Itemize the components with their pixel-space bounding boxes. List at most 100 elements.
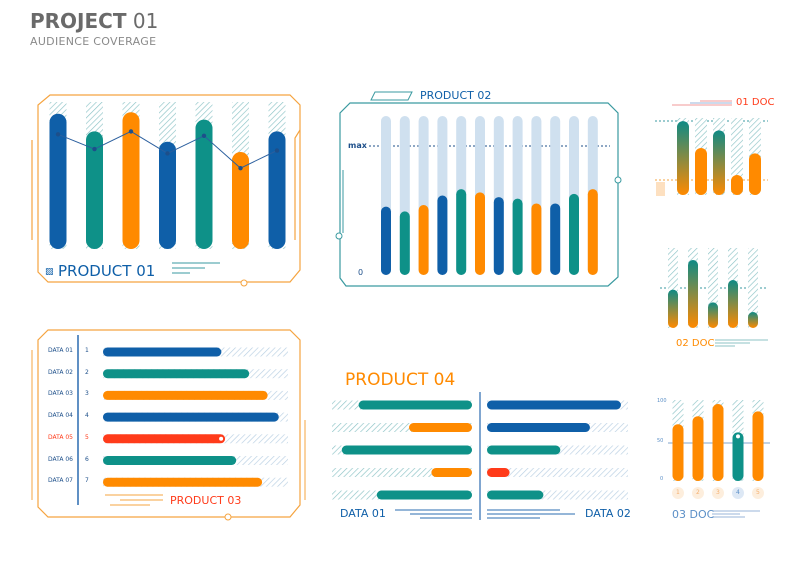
page-subtitle: AUDIENCE COVERAGE — [30, 35, 157, 48]
page-title: PROJECT 01 — [30, 9, 159, 33]
product02-bar — [437, 195, 448, 275]
row-number: 3 — [85, 390, 89, 398]
doc03-bar — [672, 424, 684, 481]
product01-trend-point — [274, 148, 280, 153]
min-marker — [656, 182, 665, 196]
product01-bar — [122, 112, 140, 249]
product01-trend-point — [55, 132, 61, 137]
index-badge — [732, 487, 744, 499]
product03-bar — [103, 434, 226, 444]
doc02-bar-track — [708, 248, 718, 328]
index-number: 5 — [756, 489, 760, 496]
doc01-bar — [713, 130, 725, 195]
doc02-bar-track — [668, 248, 678, 328]
doc01-label: 01 DOC — [736, 97, 775, 108]
doc01-bar — [731, 174, 743, 195]
product02-bar — [512, 198, 523, 275]
product04-left-bar — [341, 445, 472, 455]
row-label: DATA 03 — [48, 390, 73, 398]
product02-bar — [493, 197, 504, 275]
product04-right-bar — [487, 400, 621, 410]
index-number: 4 — [736, 489, 740, 496]
doc01-bar — [749, 153, 761, 195]
product01-trend-point — [165, 151, 170, 156]
row-label: DATA 07 — [48, 477, 73, 485]
product02-label: PRODUCT 02 — [420, 89, 492, 102]
product04-right-bar — [487, 445, 561, 455]
doc03-bar — [692, 416, 704, 481]
zero-label: 0 — [358, 268, 364, 277]
product04-left-bar-track — [332, 468, 472, 477]
index-badge — [692, 487, 704, 499]
product02-bar — [531, 203, 542, 275]
row-label: DATA 01 — [48, 347, 73, 354]
product02-bar — [399, 211, 410, 275]
product04-right-bar — [487, 490, 544, 500]
product01-bar — [268, 131, 286, 249]
doc02-bar — [708, 302, 718, 328]
product03-bar — [103, 347, 222, 357]
row-label: DATA 04 — [48, 412, 73, 420]
value-marker — [219, 436, 224, 441]
doc02-label: 02 DOC — [676, 338, 715, 349]
product03-label: PRODUCT 03 — [170, 494, 242, 507]
product03-bar — [103, 369, 250, 379]
product02-bar — [550, 203, 561, 275]
index-number: 3 — [716, 489, 720, 496]
product01-trend-point — [238, 165, 243, 171]
product01-bar — [159, 141, 176, 249]
product01-bar — [86, 131, 103, 249]
max-label: max — [348, 141, 367, 150]
axis-label: 50 — [657, 438, 664, 444]
product02-bar — [418, 205, 429, 275]
product03-bar — [103, 412, 279, 422]
doc03-bar — [712, 404, 724, 481]
row-number: 4 — [85, 412, 89, 420]
product02-bar — [475, 192, 485, 275]
product02-bar — [456, 189, 467, 275]
index-badge — [672, 487, 684, 499]
product03-bar — [103, 477, 263, 487]
product01-bar — [232, 151, 249, 249]
product01-bar — [49, 113, 67, 249]
doc03-bar — [752, 411, 764, 481]
index-badge — [712, 487, 724, 499]
product04-left-bar — [431, 468, 472, 477]
product04-right-bar — [487, 423, 590, 432]
row-label: DATA 02 — [48, 368, 73, 376]
row-number: 7 — [85, 477, 89, 485]
doc02-bar — [748, 312, 758, 328]
product01-trend-point — [201, 133, 207, 139]
data01-label: DATA 01 — [340, 507, 386, 520]
data02-label: DATA 02 — [585, 507, 631, 520]
product02-bar — [381, 206, 391, 275]
product04-right-bar-track — [487, 490, 628, 500]
doc02-bar — [668, 289, 678, 328]
product04-left-bar — [409, 423, 472, 432]
row-number: 6 — [85, 455, 89, 463]
axis-label: 0 — [660, 476, 664, 482]
value-marker — [736, 434, 740, 439]
product03-frame — [37, 329, 301, 518]
product04-left-bar — [376, 490, 472, 500]
doc01-bar — [695, 148, 707, 195]
product01-frame — [37, 94, 301, 283]
row-number: 2 — [85, 368, 89, 376]
product04-left-bar-track — [332, 423, 472, 432]
index-number: 1 — [676, 489, 680, 496]
product03-bar — [103, 456, 237, 465]
row-number: 5 — [85, 433, 89, 441]
product03-bar — [103, 390, 268, 400]
product04-right-bar-track — [487, 468, 628, 477]
doc03-label: 03 DOC — [672, 508, 715, 521]
row-number: 1 — [85, 347, 89, 354]
product04-right-bar — [487, 468, 510, 477]
product01-label: PRODUCT 01 — [58, 262, 156, 280]
row-label: DATA 06 — [48, 455, 73, 463]
product01-trend-point — [92, 146, 97, 152]
doc03-bar — [732, 432, 744, 481]
doc02-bar — [688, 260, 698, 328]
hatch-mark-icon: ▨ — [45, 267, 54, 277]
